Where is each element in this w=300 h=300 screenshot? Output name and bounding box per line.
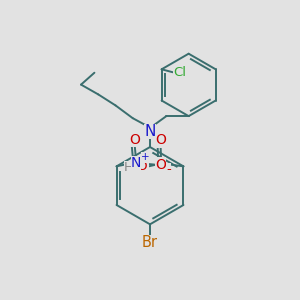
Text: N: N	[144, 124, 156, 139]
Text: N: N	[131, 156, 141, 170]
Text: ·O: ·O	[134, 160, 148, 172]
Text: -: -	[166, 163, 171, 176]
Text: H: H	[124, 161, 134, 174]
Text: O: O	[155, 134, 166, 148]
Text: Cl: Cl	[173, 66, 186, 79]
Text: Br: Br	[142, 235, 158, 250]
Text: +: +	[141, 152, 150, 162]
Text: O: O	[129, 133, 140, 147]
Text: O: O	[155, 158, 166, 172]
